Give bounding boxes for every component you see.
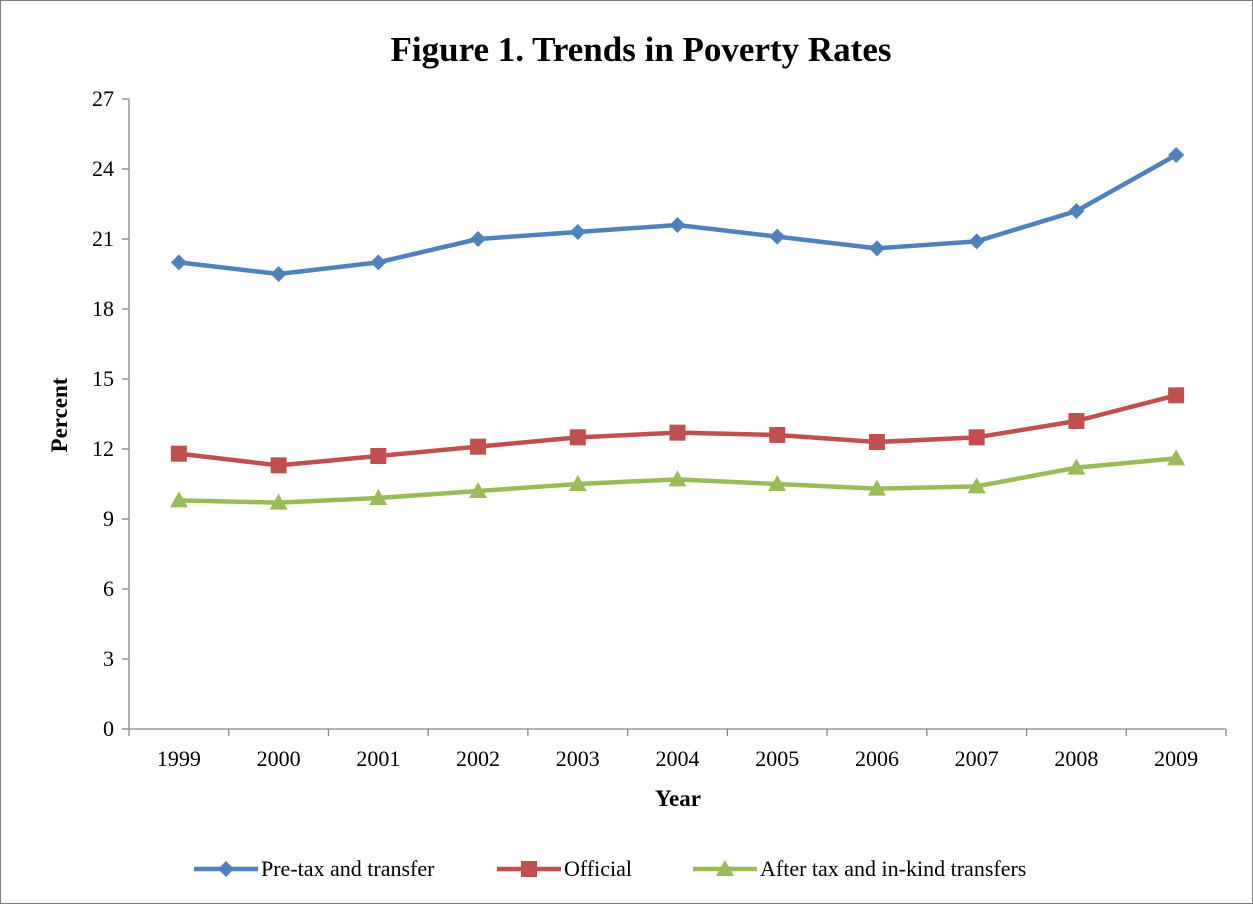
data-point bbox=[769, 228, 786, 245]
data-point bbox=[968, 429, 985, 446]
data-point bbox=[170, 445, 187, 462]
series-1 bbox=[170, 147, 1185, 282]
data-point bbox=[1168, 387, 1185, 404]
x-tick-label: 1999 bbox=[157, 746, 201, 771]
series-line bbox=[178, 153, 1178, 277]
series-2 bbox=[170, 387, 1185, 474]
legend-item-1: Pre-tax and transfer bbox=[194, 856, 435, 881]
data-point bbox=[669, 424, 686, 441]
y-tick-label: 18 bbox=[92, 296, 114, 321]
y-tick-label: 15 bbox=[92, 366, 114, 391]
data-point bbox=[469, 482, 488, 498]
series-layer bbox=[169, 147, 1186, 510]
legend-label: After tax and in-kind transfers bbox=[760, 856, 1026, 881]
y-tick-label: 9 bbox=[103, 506, 114, 531]
y-tick-label: 3 bbox=[103, 646, 114, 671]
y-tick-label: 21 bbox=[92, 226, 114, 251]
data-point bbox=[270, 457, 287, 474]
legend: Pre-tax and transfer Official After tax an… bbox=[194, 856, 1026, 881]
x-tick-label: 2004 bbox=[656, 746, 700, 771]
legend-marker bbox=[716, 860, 734, 876]
y-tick-label: 0 bbox=[103, 716, 114, 741]
data-point bbox=[470, 438, 487, 455]
data-point bbox=[270, 266, 287, 282]
legend-label: Official bbox=[564, 856, 632, 881]
data-point bbox=[370, 254, 387, 271]
x-tick-label: 2005 bbox=[755, 746, 799, 771]
data-point bbox=[868, 240, 885, 257]
data-point bbox=[967, 477, 986, 494]
x-tick-label: 2008 bbox=[1054, 746, 1098, 771]
y-axis-title: Percent bbox=[47, 377, 72, 452]
data-point bbox=[169, 491, 188, 508]
x-tick-label: 2009 bbox=[1154, 746, 1198, 771]
y-tick-label: 6 bbox=[103, 576, 114, 601]
data-point bbox=[1067, 458, 1086, 475]
x-axis-title: Year bbox=[655, 786, 701, 811]
data-point bbox=[769, 427, 786, 443]
data-point bbox=[768, 475, 787, 491]
series-3 bbox=[169, 449, 1186, 510]
y-tick-label: 12 bbox=[92, 436, 114, 461]
data-point bbox=[568, 475, 587, 491]
legend-item-2: Official bbox=[497, 856, 632, 881]
data-point bbox=[470, 231, 487, 247]
data-point bbox=[569, 224, 586, 240]
x-tick-label: 2001 bbox=[356, 746, 400, 771]
data-point bbox=[868, 434, 885, 450]
data-point bbox=[1068, 413, 1085, 429]
data-point bbox=[269, 493, 288, 510]
data-point bbox=[170, 254, 187, 271]
x-tick-label: 2002 bbox=[456, 746, 500, 771]
x-tick-label: 2006 bbox=[855, 746, 899, 771]
data-point bbox=[1068, 203, 1085, 219]
data-point bbox=[569, 429, 586, 446]
data-point bbox=[968, 233, 985, 250]
data-point bbox=[1167, 449, 1186, 466]
x-tick-label: 2000 bbox=[257, 746, 301, 771]
chart-title: Figure 1. Trends in Poverty Rates bbox=[391, 30, 892, 69]
data-point bbox=[669, 217, 686, 233]
data-point bbox=[369, 489, 388, 505]
data-point bbox=[370, 448, 387, 464]
data-point bbox=[1168, 147, 1185, 163]
y-tick-label: 27 bbox=[92, 86, 114, 111]
data-point bbox=[668, 470, 687, 487]
legend-marker bbox=[521, 861, 537, 877]
legend-label: Pre-tax and transfer bbox=[261, 856, 435, 881]
x-tick-label: 2003 bbox=[556, 746, 600, 771]
axes: 0 3 6 9 12 15 18 21 24 27 1999 2000 2001 2002 2003 2004… bbox=[92, 86, 1227, 771]
x-tick-label: 2007 bbox=[955, 746, 999, 771]
legend-item-3: After tax and in-kind transfers bbox=[693, 856, 1026, 881]
data-point bbox=[867, 479, 886, 496]
legend-marker bbox=[218, 861, 234, 877]
y-tick-label: 24 bbox=[92, 156, 114, 181]
